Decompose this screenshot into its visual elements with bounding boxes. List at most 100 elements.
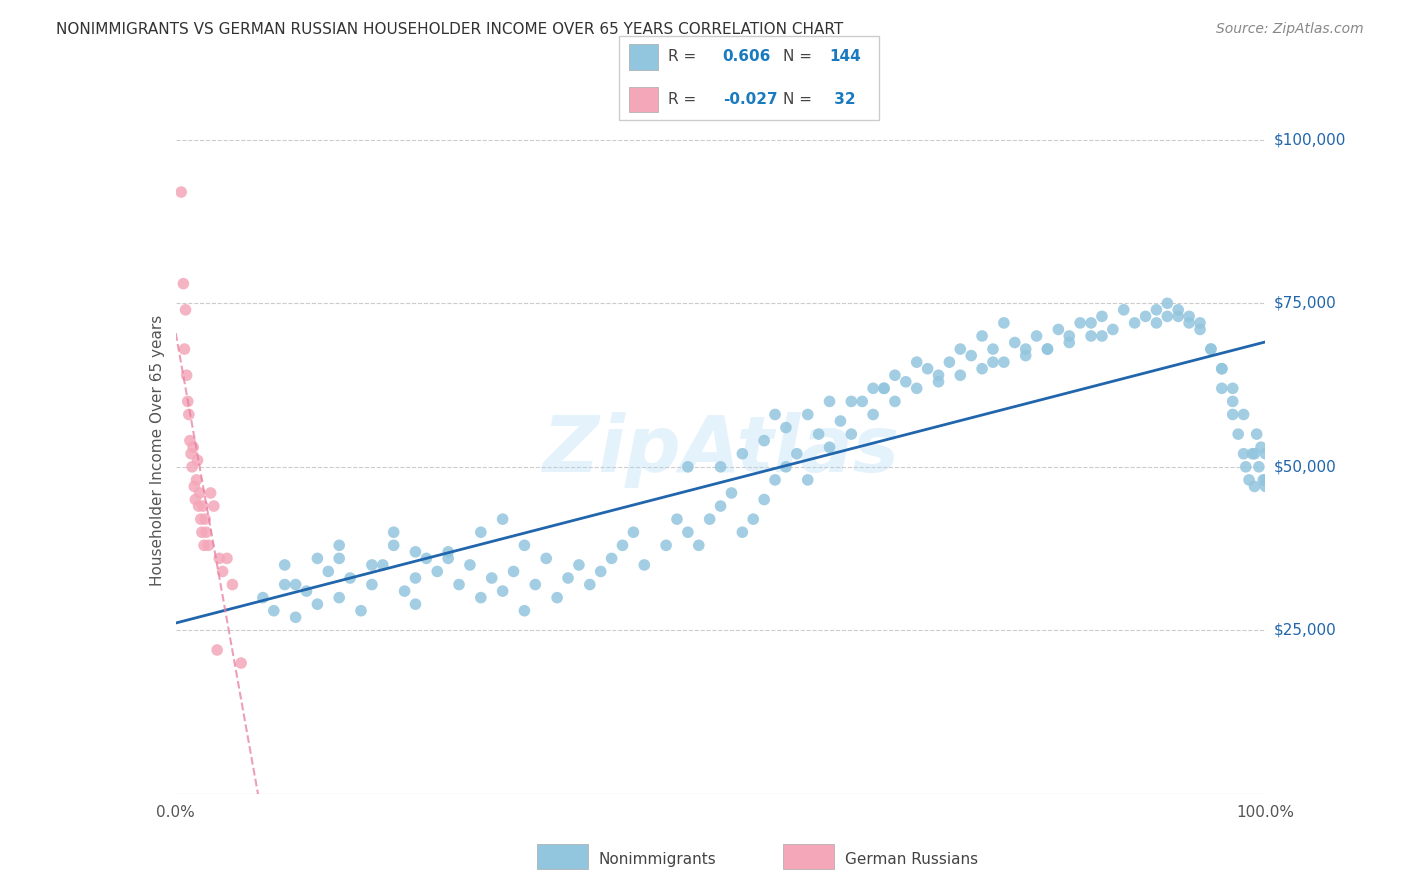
Point	[818, 394, 841, 409]
Point	[970, 361, 993, 376]
Point	[1080, 316, 1102, 330]
Text: N =: N =	[783, 92, 817, 107]
Point	[360, 577, 382, 591]
Point	[252, 591, 274, 605]
Point	[328, 591, 350, 605]
Point	[884, 368, 907, 383]
Text: $100,000: $100,000	[1274, 132, 1346, 147]
Point	[184, 492, 207, 507]
Point	[1167, 310, 1189, 324]
Point	[180, 447, 202, 461]
Point	[894, 375, 917, 389]
Point	[513, 538, 536, 552]
Point	[775, 459, 797, 474]
Point	[318, 565, 340, 579]
Point	[633, 558, 655, 572]
Point	[437, 551, 460, 566]
Point	[1178, 316, 1201, 330]
Text: -0.027: -0.027	[723, 92, 778, 107]
Point	[1211, 361, 1233, 376]
Point	[884, 394, 907, 409]
Point	[579, 577, 602, 591]
Point	[1091, 329, 1114, 343]
Point	[176, 368, 198, 383]
Text: $25,000: $25,000	[1274, 623, 1337, 638]
Point	[688, 538, 710, 552]
Point	[763, 473, 786, 487]
Point	[177, 394, 200, 409]
Point	[1189, 322, 1212, 336]
Point	[699, 512, 721, 526]
Point	[284, 610, 307, 624]
Point	[183, 479, 205, 493]
Point	[382, 538, 405, 552]
Point	[873, 381, 896, 395]
Point	[1199, 342, 1222, 356]
Point	[1004, 335, 1026, 350]
Point	[263, 604, 285, 618]
Point	[981, 355, 1004, 369]
FancyBboxPatch shape	[628, 45, 658, 70]
Point	[371, 558, 394, 572]
Point	[202, 499, 225, 513]
Point	[676, 459, 699, 474]
Point	[170, 185, 193, 199]
Text: 32: 32	[830, 92, 856, 107]
Point	[676, 525, 699, 540]
Point	[1015, 349, 1038, 363]
Point	[191, 525, 214, 540]
Point	[1254, 447, 1277, 461]
Point	[546, 591, 568, 605]
Text: 144: 144	[830, 49, 860, 64]
Point	[655, 538, 678, 552]
Point	[328, 538, 350, 552]
Text: 0.606: 0.606	[723, 49, 770, 64]
Point	[1167, 302, 1189, 317]
Point	[1189, 316, 1212, 330]
Point	[191, 499, 214, 513]
Point	[181, 459, 204, 474]
Point	[307, 597, 329, 611]
Point	[215, 551, 238, 566]
Point	[197, 538, 219, 552]
Point	[1222, 381, 1244, 395]
Point	[492, 584, 515, 599]
Point	[221, 577, 243, 591]
Text: ZipAtlas: ZipAtlas	[543, 412, 898, 489]
Point	[405, 545, 427, 559]
Point	[1211, 361, 1233, 376]
Point	[1178, 310, 1201, 324]
Point	[1036, 342, 1059, 356]
Point	[186, 453, 209, 467]
Point	[172, 277, 194, 291]
Point	[205, 643, 228, 657]
Point	[1057, 335, 1080, 350]
Text: R =: R =	[668, 49, 702, 64]
Point	[1135, 310, 1157, 324]
Point	[754, 434, 776, 448]
Point	[938, 355, 960, 369]
Point	[1211, 381, 1233, 395]
Point	[949, 368, 972, 383]
Point	[1234, 459, 1257, 474]
Point	[1156, 310, 1178, 324]
Point	[186, 473, 208, 487]
FancyBboxPatch shape	[783, 844, 834, 869]
Point	[394, 584, 416, 599]
Point	[621, 525, 644, 540]
Point	[193, 538, 215, 552]
Text: $50,000: $50,000	[1274, 459, 1337, 475]
Point	[1069, 316, 1091, 330]
Point	[195, 525, 218, 540]
Point	[1227, 427, 1250, 442]
Point	[190, 512, 212, 526]
Point	[231, 656, 253, 670]
Point	[786, 447, 808, 461]
Point	[1144, 316, 1167, 330]
Point	[481, 571, 503, 585]
Point	[862, 381, 884, 395]
Point	[328, 551, 350, 566]
Point	[731, 447, 754, 461]
Point	[1057, 329, 1080, 343]
Point	[174, 302, 197, 317]
